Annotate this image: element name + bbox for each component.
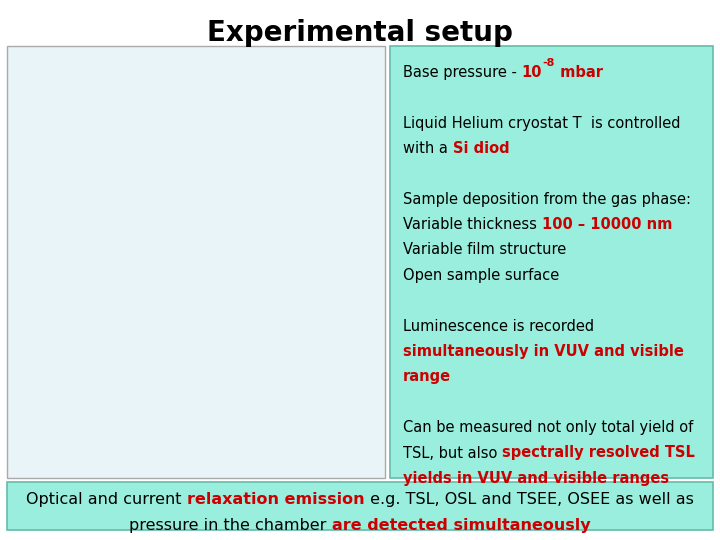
Text: Sample deposition from the gas phase:: Sample deposition from the gas phase: <box>403 192 691 207</box>
FancyBboxPatch shape <box>7 482 713 530</box>
Text: e.g. TSL, OSL and TSEE, OSEE as well as: e.g. TSL, OSL and TSEE, OSEE as well as <box>365 492 693 508</box>
Text: Can be measured not only total yield of: Can be measured not only total yield of <box>403 420 693 435</box>
Text: Optical and current: Optical and current <box>27 492 187 508</box>
Text: Si diod: Si diod <box>453 141 509 156</box>
Text: yields in VUV and visible ranges: yields in VUV and visible ranges <box>403 471 670 486</box>
Text: simultaneously in VUV and visible: simultaneously in VUV and visible <box>403 344 684 359</box>
Text: Base pressure -: Base pressure - <box>403 65 522 80</box>
Text: Luminescence is recorded: Luminescence is recorded <box>403 319 594 334</box>
Text: 100 – 10000 nm: 100 – 10000 nm <box>541 217 672 232</box>
Text: Open sample surface: Open sample surface <box>403 268 559 283</box>
Text: with a: with a <box>403 141 453 156</box>
Text: pressure in the chamber: pressure in the chamber <box>130 518 332 533</box>
Text: TSL, but also: TSL, but also <box>403 446 503 461</box>
Text: mbar: mbar <box>554 65 603 80</box>
Text: 10: 10 <box>522 65 542 80</box>
Text: are detected simultaneously: are detected simultaneously <box>332 518 590 533</box>
Text: Variable film structure: Variable film structure <box>403 242 567 258</box>
FancyBboxPatch shape <box>390 46 713 478</box>
Text: Variable thickness: Variable thickness <box>403 217 541 232</box>
Text: range: range <box>403 369 451 384</box>
Text: Experimental setup: Experimental setup <box>207 19 513 47</box>
Text: -8: -8 <box>542 58 554 68</box>
Text: Liquid Helium cryostat T  is controlled: Liquid Helium cryostat T is controlled <box>403 116 680 131</box>
Text: spectrally resolved TSL: spectrally resolved TSL <box>503 446 695 461</box>
Text: relaxation emission: relaxation emission <box>187 492 365 508</box>
FancyBboxPatch shape <box>7 46 385 478</box>
